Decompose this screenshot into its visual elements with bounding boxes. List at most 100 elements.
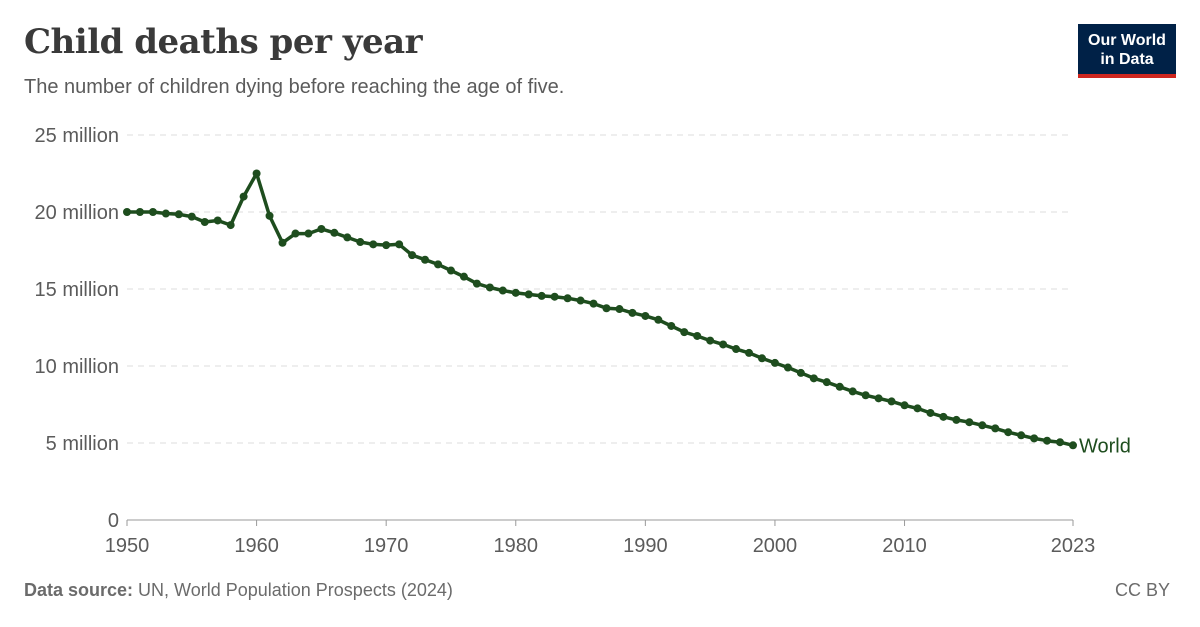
data-point (939, 412, 948, 421)
data-point (641, 311, 650, 320)
data-point (187, 212, 196, 221)
data-point (654, 315, 663, 324)
logo-line-1: Our World (1088, 32, 1166, 49)
data-point (123, 208, 131, 216)
y-tick-label: 25 million (35, 125, 119, 147)
data-point (485, 283, 494, 292)
license-text[interactable]: CC BY (1114, 580, 1170, 600)
data-point (265, 211, 274, 220)
data-point (576, 296, 585, 305)
data-point (719, 340, 728, 349)
data-point (770, 358, 779, 367)
data-source-text: UN, World Population Prospects (2024) (133, 580, 453, 600)
data-point (745, 348, 754, 357)
y-tick-label: 5 million (46, 433, 119, 455)
data-point (602, 304, 611, 313)
data-point (732, 345, 741, 354)
data-point (991, 424, 1000, 433)
data-point (589, 299, 598, 308)
x-tick-label: 1980 (494, 535, 539, 557)
data-point (459, 272, 468, 281)
data-point (926, 408, 935, 417)
data-source-label: Data source: (24, 580, 134, 600)
y-tick-label: 10 million (35, 356, 119, 378)
data-point (382, 241, 391, 250)
data-point (680, 328, 689, 337)
y-tick-label: 15 million (35, 279, 119, 301)
data-point (978, 421, 987, 430)
data-point (809, 374, 818, 383)
x-tick-label: 1960 (234, 535, 279, 557)
data-point (148, 208, 157, 216)
data-point (965, 418, 974, 427)
y-tick-label: 0 (108, 510, 119, 532)
data-point (498, 286, 507, 295)
data-point (1004, 428, 1013, 437)
x-tick-label: 2000 (753, 535, 798, 557)
data-point (330, 228, 339, 237)
data-point (252, 169, 261, 178)
data-point (563, 294, 572, 303)
chart-subtitle: The number of children dying before reac… (24, 76, 565, 98)
data-point (356, 238, 365, 247)
data-point (861, 391, 870, 400)
data-source: Data source: UN, World Population Prospe… (24, 580, 453, 601)
data-point (615, 305, 624, 314)
data-point (278, 238, 287, 247)
data-point (848, 387, 857, 396)
data-point (304, 229, 313, 238)
data-point (900, 401, 909, 410)
data-point (472, 279, 481, 288)
data-point (511, 288, 520, 297)
data-point (343, 233, 352, 242)
data-point (524, 290, 533, 299)
data-point (1017, 431, 1026, 440)
data-point (706, 336, 715, 345)
x-tick-label: 2010 (882, 535, 927, 557)
data-point (369, 240, 378, 249)
series-label-world: World (1079, 435, 1131, 457)
data-point (434, 260, 443, 269)
data-point (550, 292, 559, 301)
x-tick-label: 1970 (364, 535, 409, 557)
data-point (291, 229, 300, 238)
data-point (408, 251, 417, 260)
data-point (317, 224, 326, 233)
data-point (395, 240, 404, 249)
data-point (783, 363, 792, 372)
y-tick-label: 20 million (35, 202, 119, 224)
data-point (1043, 436, 1052, 445)
data-point (887, 397, 896, 406)
owid-logo[interactable]: Our World in Data (1078, 24, 1176, 78)
data-point (835, 382, 844, 391)
data-point (213, 216, 222, 225)
data-point (1069, 441, 1077, 450)
x-tick-label: 2023 (1051, 535, 1096, 557)
data-point (135, 208, 144, 216)
data-point (952, 415, 961, 424)
x-tick-label: 1950 (105, 535, 150, 557)
data-point (796, 368, 805, 377)
logo-accent-bar (1078, 74, 1176, 78)
data-point (913, 404, 922, 413)
data-point (1056, 438, 1065, 447)
data-point (161, 209, 170, 218)
data-point (667, 321, 676, 330)
data-point (537, 291, 546, 300)
line-chart: 0 5 million 10 million 15 million 20 million… (35, 125, 1131, 557)
data-point (628, 308, 637, 317)
data-point (822, 378, 831, 387)
chart-title: Child deaths per year (24, 22, 423, 62)
data-point (226, 221, 235, 230)
data-point (421, 255, 430, 264)
data-point (239, 192, 248, 201)
data-point (446, 266, 455, 275)
logo-line-2: in Data (1100, 51, 1154, 68)
data-point (874, 394, 883, 403)
data-point (757, 354, 766, 363)
data-point (174, 210, 183, 219)
x-tick-label: 1990 (623, 535, 668, 557)
data-point (200, 218, 209, 227)
data-point (1030, 434, 1039, 443)
data-point (693, 331, 702, 340)
